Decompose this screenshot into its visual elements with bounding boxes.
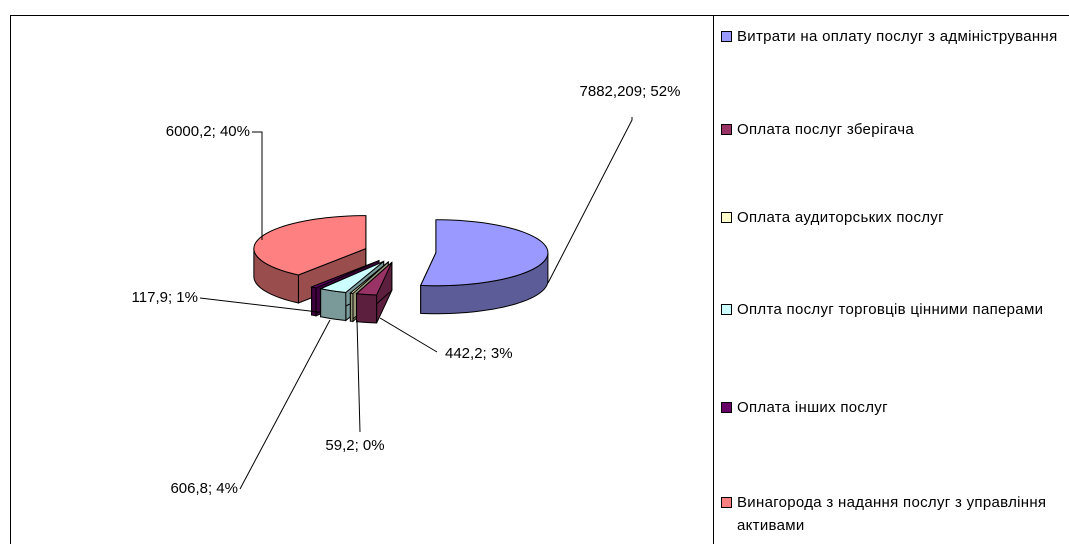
legend-item: Оплта послуг торговців цінними паперами (721, 298, 1066, 321)
legend-label: Винагорода з надання послуг з управління… (737, 494, 1047, 534)
legend-swatch (721, 304, 732, 315)
slice-wall (356, 293, 378, 324)
legend-label: Оплата послуг зберігача (737, 121, 914, 138)
slice-top (253, 215, 367, 276)
data-label: 59,2; 0% (325, 437, 384, 454)
leader-line (239, 319, 331, 490)
legend-swatch (721, 124, 732, 135)
slice (355, 261, 393, 324)
legend-item: Оплата послуг зберігача (721, 118, 1066, 141)
legend-item: Винагорода з надання послуг з управління… (721, 491, 1066, 537)
slice-wall (349, 292, 354, 322)
leader-line (199, 297, 319, 313)
legend-item: Оплата аудиторських послуг (721, 206, 1066, 229)
leader-line (252, 131, 263, 240)
slice-top (355, 261, 393, 296)
slice (419, 219, 549, 315)
leader-line (379, 317, 438, 353)
legend-item: Оплата інших послуг (721, 396, 1066, 419)
legend-label: Оплата інших послуг (737, 399, 888, 416)
legend-swatch (721, 402, 732, 413)
slice-top (318, 260, 384, 294)
legend-label: Оплта послуг торговців цінними паперами (737, 301, 1044, 318)
leader-line (356, 319, 361, 433)
data-label: 117,9; 1% (132, 289, 198, 306)
legend-label: Витрати на оплату послуг з адмініструван… (737, 28, 1058, 45)
data-label: 7882,209; 52% (580, 83, 681, 100)
legend: Витрати на оплату послуг з адмініструван… (713, 15, 1069, 544)
legend-swatch (721, 212, 732, 223)
slice-top (309, 260, 380, 289)
pie (253, 215, 549, 324)
legend-swatch (721, 31, 732, 42)
legend-swatch (721, 497, 732, 508)
slice-top (419, 219, 549, 287)
slice-wall (320, 288, 347, 322)
slice-top (349, 261, 389, 294)
data-label: 606,8; 4% (170, 480, 238, 497)
data-label: 6000,2; 40% (166, 123, 250, 140)
data-label: 442,2; 3% (445, 345, 513, 362)
leader-line (547, 117, 633, 284)
legend-label: Оплата аудиторських послуг (737, 209, 944, 226)
legend-item: Витрати на оплату послуг з адмініструван… (721, 25, 1066, 48)
